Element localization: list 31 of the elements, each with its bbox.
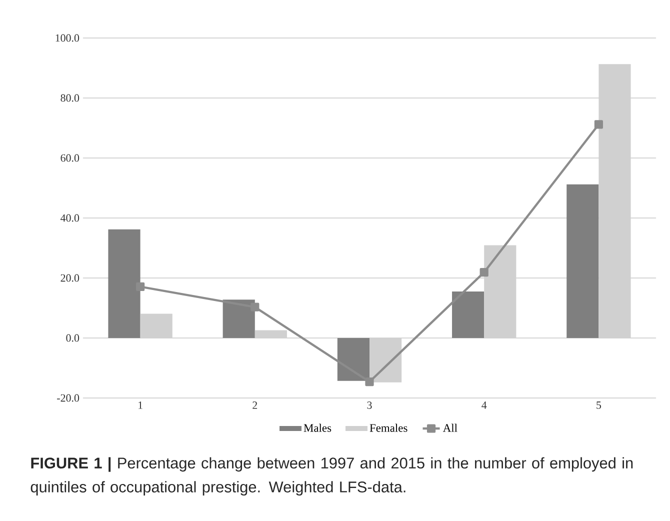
point xyxy=(136,282,145,291)
point xyxy=(250,302,260,312)
point xyxy=(365,378,374,386)
text: FIGURE 1 | Percentage change between 1997 and 2015 in the number of employed in quintiles of occupational prestige. Weighted LFS-data. xyxy=(30,457,633,496)
y-tick-label: 40.0 xyxy=(60,214,80,222)
bar xyxy=(566,184,599,338)
bar xyxy=(598,64,631,338)
point xyxy=(594,120,603,129)
point xyxy=(480,268,488,277)
y-tick-label: 20.0 xyxy=(60,274,80,282)
bar xyxy=(222,300,255,338)
x-tick-label: 5 xyxy=(596,402,602,409)
y-tick-label: 60.0 xyxy=(60,154,80,162)
bar xyxy=(140,314,172,338)
legend-label: Females xyxy=(370,424,408,432)
y-tick-label: 0.0 xyxy=(66,334,80,342)
bar xyxy=(337,338,370,381)
legend-label: All xyxy=(442,424,458,432)
y-tick-label: 100.0 xyxy=(56,34,80,42)
x-tick-label: 2 xyxy=(252,402,258,409)
x-tick-label: 3 xyxy=(367,402,372,409)
x-tick-label: 1 xyxy=(138,402,142,409)
bar xyxy=(370,338,402,382)
bar xyxy=(484,245,516,338)
bar xyxy=(108,229,140,338)
legend-label: Males xyxy=(304,424,332,432)
x-tick-label: 4 xyxy=(482,402,487,409)
bar xyxy=(254,330,287,338)
bar xyxy=(452,291,484,338)
y-tick-label: 80.0 xyxy=(60,94,80,102)
y-tick-label: -20.0 xyxy=(57,394,80,402)
